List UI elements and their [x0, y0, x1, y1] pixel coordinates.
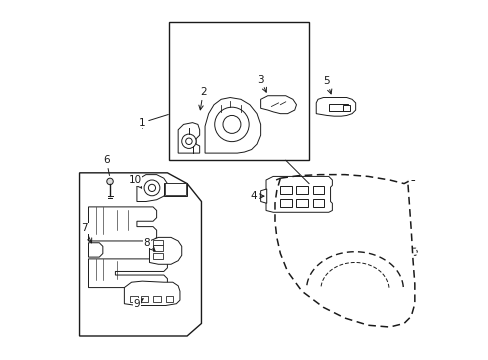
Bar	[296, 186, 307, 194]
Circle shape	[182, 134, 196, 148]
Polygon shape	[204, 98, 260, 153]
Circle shape	[214, 107, 249, 141]
Bar	[328, 104, 348, 111]
Circle shape	[144, 180, 160, 196]
Polygon shape	[178, 123, 199, 153]
Text: 6: 6	[103, 155, 109, 175]
Polygon shape	[265, 176, 332, 212]
Text: 2: 2	[199, 87, 206, 110]
Bar	[280, 186, 291, 194]
Circle shape	[106, 178, 113, 185]
Polygon shape	[88, 259, 167, 288]
Text: 9: 9	[133, 299, 143, 309]
Bar	[153, 240, 163, 244]
Polygon shape	[149, 237, 182, 264]
Bar	[153, 296, 161, 302]
Bar	[343, 105, 349, 111]
Circle shape	[223, 116, 241, 134]
Polygon shape	[137, 175, 167, 202]
Text: 8: 8	[143, 238, 155, 251]
Bar	[164, 183, 185, 195]
Text: 5: 5	[323, 76, 331, 94]
Bar	[312, 199, 324, 207]
Polygon shape	[260, 189, 266, 203]
Bar	[153, 245, 163, 251]
Text: 7: 7	[81, 224, 92, 243]
Bar	[153, 253, 163, 259]
Polygon shape	[88, 243, 102, 257]
Bar	[165, 296, 173, 302]
Polygon shape	[88, 207, 156, 241]
Circle shape	[148, 184, 155, 192]
Bar	[140, 296, 148, 302]
Bar	[312, 186, 324, 194]
Bar	[129, 296, 137, 302]
Bar	[163, 183, 187, 196]
Text: 10: 10	[128, 175, 142, 188]
Text: 4: 4	[250, 191, 264, 201]
Circle shape	[185, 138, 192, 144]
Bar	[280, 199, 291, 207]
Text: 3: 3	[257, 75, 266, 92]
Bar	[296, 199, 307, 207]
Polygon shape	[316, 98, 355, 116]
Text: 1: 1	[139, 114, 168, 128]
Polygon shape	[124, 281, 180, 306]
Bar	[169, 22, 308, 160]
Polygon shape	[260, 96, 296, 114]
